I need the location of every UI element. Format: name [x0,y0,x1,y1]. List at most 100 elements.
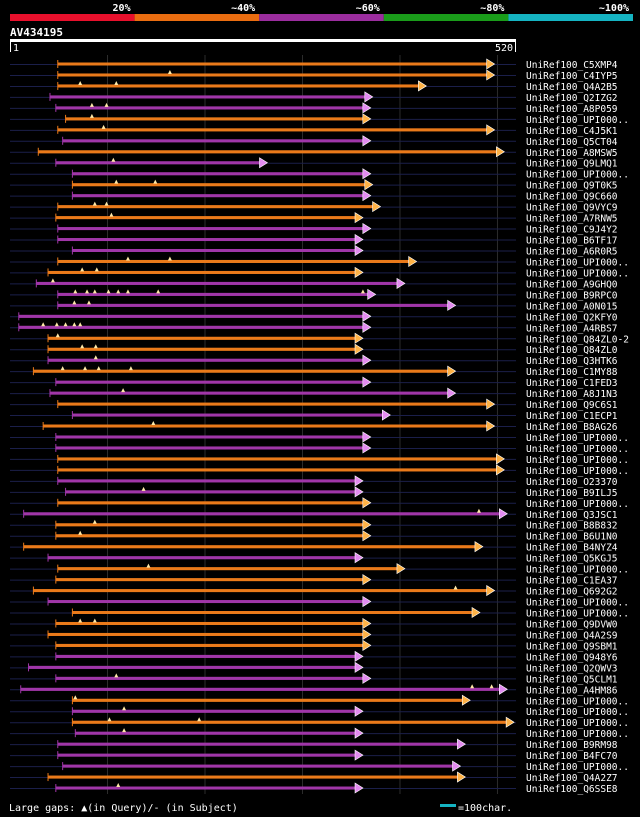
hit-bar[interactable] [48,632,364,636]
hit-bar[interactable] [18,325,364,329]
hit-bar[interactable] [38,150,498,154]
hit-bar[interactable] [57,479,357,483]
hit-bar[interactable] [72,720,508,724]
hit-bar[interactable] [48,775,459,779]
gap-marker [85,289,90,294]
hit-bar[interactable] [49,391,449,395]
hit-bar[interactable] [55,380,364,384]
hit-arrowhead [362,321,372,333]
hit-bar[interactable] [55,654,357,658]
hit-bar[interactable] [57,753,357,757]
hit-bar[interactable] [55,216,357,220]
hit-arrowhead [367,288,377,300]
hit-bar[interactable] [57,303,449,307]
hit-label: UniRef100_UPI000.. [526,466,629,477]
hit-bar[interactable] [57,205,374,209]
hit-bar[interactable] [57,62,488,66]
hit-bar[interactable] [72,698,464,702]
hit-bar[interactable] [33,369,449,373]
gap-marker [125,289,130,294]
hit-arrowhead [354,486,364,498]
hit-label: UniRef100_A8MSW5 [526,148,618,159]
hit-bar[interactable] [55,534,364,538]
hit-bar[interactable] [55,578,364,582]
hit-bar[interactable] [55,621,364,625]
hit-bar[interactable] [57,292,369,296]
hit-label: UniRef100_UPI000.. [526,565,629,576]
hit-bar[interactable] [23,512,501,516]
gap-marker [96,366,101,371]
gap-marker [453,585,458,590]
gap-marker [93,355,98,360]
hit-bar[interactable] [33,589,488,593]
hit-bar[interactable] [48,347,357,351]
hit-bar[interactable] [72,194,364,198]
hit-bar[interactable] [72,172,364,176]
hit-bar[interactable] [48,270,357,274]
hit-bar[interactable] [57,742,459,746]
hit-bar[interactable] [36,281,398,285]
hit-bar[interactable] [55,523,364,527]
hit-bar[interactable] [55,643,364,647]
hit-label: UniRef100_C1FED3 [526,378,618,389]
hit-bar[interactable] [72,248,357,252]
hit-bar[interactable] [57,501,364,505]
gap-marker [167,256,172,261]
hit-bar[interactable] [62,764,454,768]
hit-bar[interactable] [48,358,364,362]
gap-marker [114,80,119,85]
gap-marker [72,300,77,305]
hit-label: UniRef100_Q3JSC1 [526,510,618,521]
hit-arrowhead [362,617,372,630]
hit-arrowhead [364,179,374,191]
hit-bar[interactable] [55,676,364,680]
hit-bar[interactable] [72,413,384,417]
gap-marker [101,124,106,129]
hit-bar[interactable] [57,468,498,472]
hit-bar[interactable] [75,731,357,735]
identity-legend-segment [10,14,135,21]
hit-bar[interactable] [57,259,410,263]
hit-bar[interactable] [55,435,364,439]
hit-bar[interactable] [55,446,364,450]
hit-arrowhead [496,464,505,476]
hit-arrowhead [354,244,364,257]
gap-marker [167,69,172,74]
hit-bar[interactable] [72,183,366,187]
hit-bar[interactable] [57,128,488,132]
hit-label: UniRef100_UPI000.. [526,268,629,279]
hit-bar[interactable] [57,73,488,77]
hit-bar[interactable] [20,687,501,691]
hit-bar[interactable] [49,95,366,99]
hit-bar[interactable] [23,545,476,549]
hit-arrowhead [362,628,372,640]
hit-bar[interactable] [48,556,357,560]
hit-bar[interactable] [57,238,357,242]
gap-marker [41,322,46,327]
hit-bar[interactable] [43,424,488,428]
hit-bar[interactable] [55,786,357,790]
hit-arrowhead [471,606,481,619]
hit-bar[interactable] [28,665,357,669]
hit-bar[interactable] [57,567,398,571]
hit-label: UniRef100_B8B832 [526,521,618,532]
hit-bar[interactable] [48,600,364,604]
hit-bar[interactable] [57,227,364,231]
hit-bar[interactable] [48,336,357,340]
hit-bar[interactable] [72,709,357,713]
hit-bar[interactable] [57,402,488,406]
hit-bar[interactable] [18,314,364,318]
hit-label: UniRef100_Q9SBM1 [526,641,618,652]
hit-bar[interactable] [65,117,364,121]
hit-bar[interactable] [72,611,474,614]
gap-marker [63,322,68,327]
hit-arrowhead [362,190,372,202]
hit-bar[interactable] [62,139,364,143]
hit-bar[interactable] [55,161,261,165]
hit-bar[interactable] [55,106,364,110]
hit-bar[interactable] [57,457,498,461]
hit-label: UniRef100_A0N015 [526,301,618,312]
hit-bar[interactable] [57,84,420,88]
hit-bar[interactable] [65,490,357,494]
